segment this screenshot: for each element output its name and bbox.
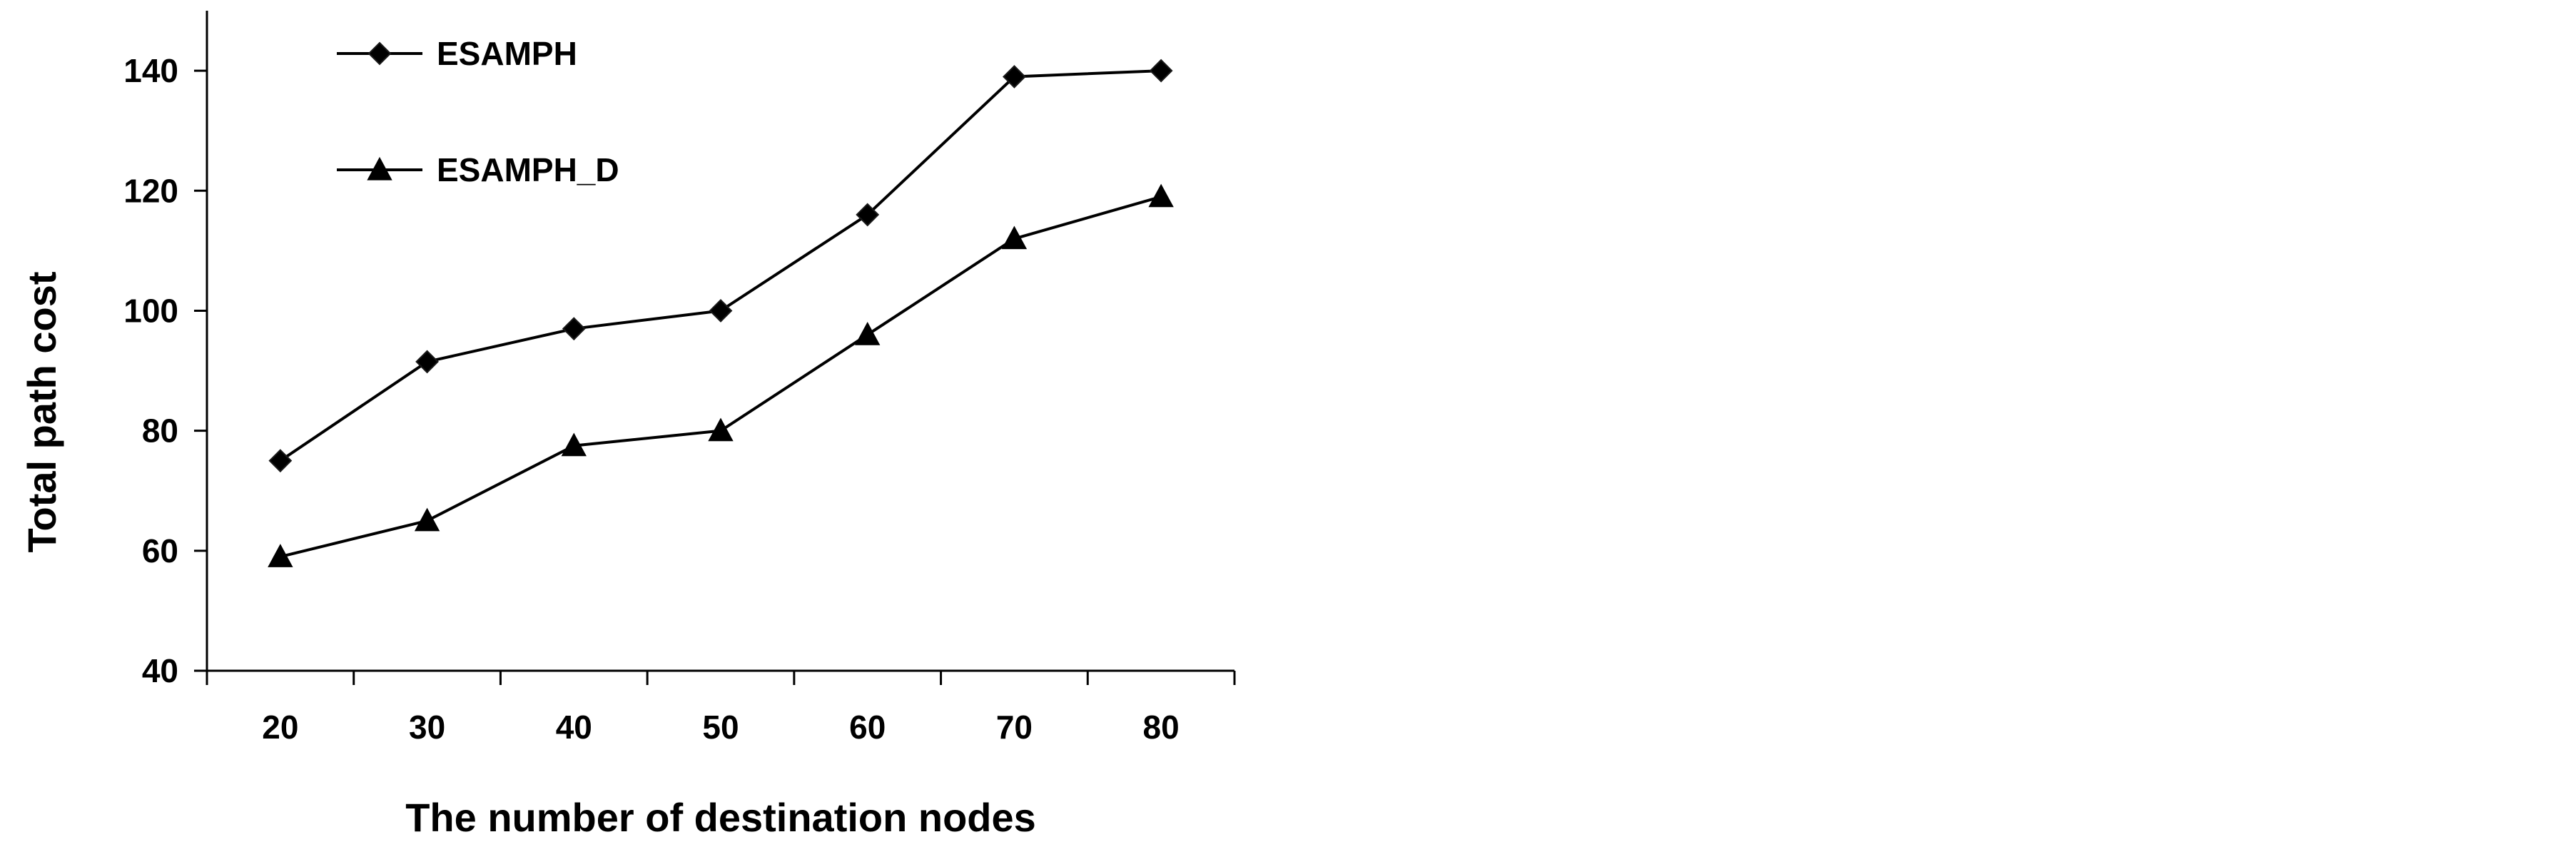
- diamond-marker: [709, 299, 733, 323]
- y-tick-label: 140: [123, 52, 178, 89]
- legend-label: ESAMPH_D: [437, 151, 619, 188]
- y-axis-title: Total path cost: [19, 271, 64, 552]
- x-axis-title: The number of destination nodes: [405, 795, 1036, 840]
- chart-axes: [206, 11, 1234, 672]
- legend-triangle-marker: [367, 156, 392, 181]
- y-tick-label: 40: [142, 652, 178, 689]
- series-line: [280, 195, 1162, 559]
- y-axis-ticks: 40 60 80 100 120 140: [123, 52, 207, 689]
- triangle-marker: [1001, 225, 1028, 250]
- x-tick-label: 20: [262, 709, 298, 746]
- series-2: [268, 183, 1174, 567]
- legend-item: ESAMPH_D: [337, 151, 619, 188]
- triangle-marker: [268, 544, 293, 567]
- series-layer: [268, 59, 1174, 567]
- triangle-marker: [708, 417, 734, 442]
- legend-diamond-marker: [367, 41, 392, 66]
- diamond-marker: [562, 317, 586, 341]
- x-tick-label: 60: [849, 709, 886, 746]
- x-tick-label: 50: [702, 709, 739, 746]
- y-tick-label: 60: [142, 532, 178, 569]
- series-1: [268, 59, 1173, 473]
- triangle-marker: [1148, 183, 1174, 208]
- x-tick-label: 70: [996, 709, 1033, 746]
- series-line: [279, 69, 1162, 462]
- x-tick-label: 80: [1143, 709, 1180, 746]
- triangle-marker: [414, 507, 440, 532]
- y-tick-label: 120: [123, 172, 178, 209]
- diamond-marker: [1003, 65, 1026, 88]
- x-axis-ticks: 20 30 40 50 60 70 80: [206, 671, 1236, 746]
- legend-label: ESAMPH: [437, 35, 577, 72]
- diamond-marker: [415, 350, 439, 374]
- legend-item: ESAMPH: [337, 35, 577, 72]
- y-tick-label: 80: [142, 412, 178, 450]
- triangle-marker: [855, 321, 881, 345]
- x-tick-label: 40: [556, 709, 592, 746]
- y-tick-label: 100: [123, 292, 178, 329]
- diamond-marker: [856, 203, 880, 227]
- triangle-marker: [561, 432, 587, 457]
- legend: ESAMPH ESAMPH_D: [337, 35, 619, 188]
- diamond-marker: [268, 449, 293, 473]
- diamond-marker: [1149, 59, 1173, 83]
- x-tick-label: 30: [409, 709, 445, 746]
